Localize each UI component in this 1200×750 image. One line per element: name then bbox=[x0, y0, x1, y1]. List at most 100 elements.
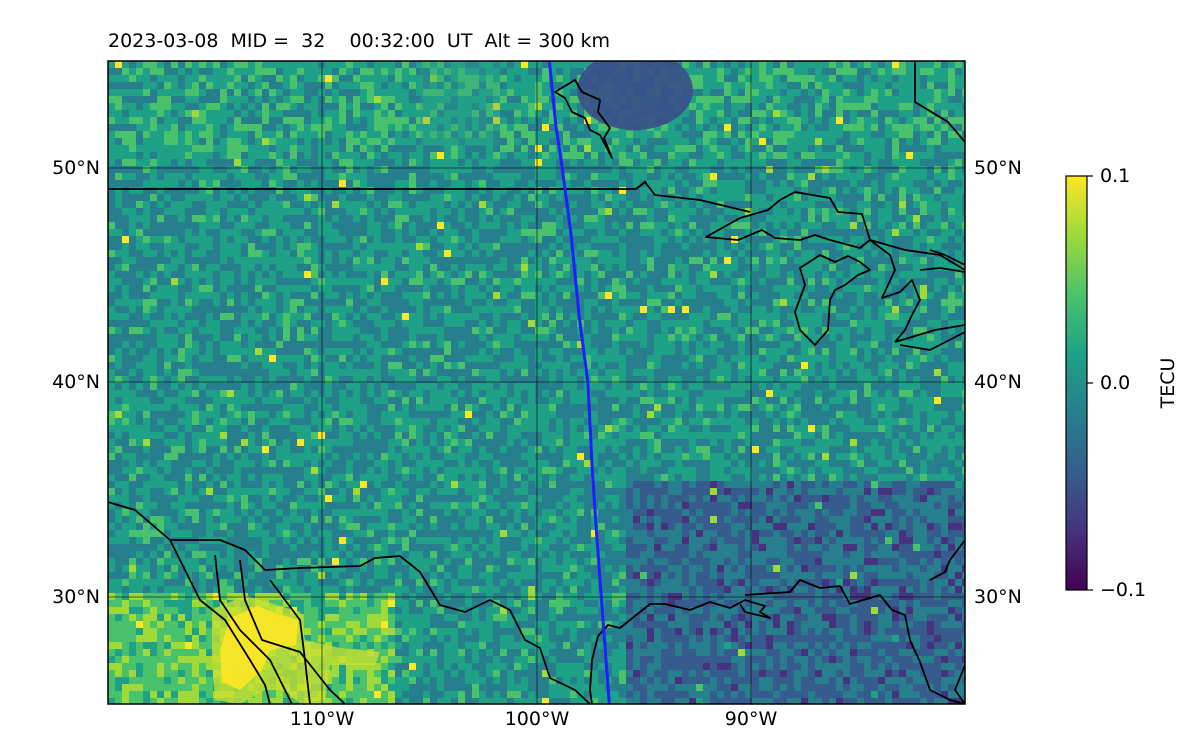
tec-cell bbox=[409, 327, 417, 335]
tec-cell bbox=[626, 173, 634, 181]
tec-cell bbox=[430, 152, 438, 160]
tec-cell bbox=[514, 96, 522, 104]
tec-cell bbox=[878, 159, 886, 167]
tec-cell bbox=[556, 159, 564, 167]
tec-cell bbox=[493, 110, 501, 118]
tec-cell bbox=[367, 306, 375, 314]
tec-cell bbox=[535, 180, 543, 188]
tec-cell bbox=[598, 320, 606, 328]
tec-cell bbox=[899, 320, 907, 328]
tec-cell bbox=[612, 152, 620, 160]
tec-cell bbox=[255, 131, 263, 139]
tec-cell bbox=[122, 68, 130, 76]
tec-cell bbox=[234, 173, 242, 181]
tec-cell bbox=[325, 271, 333, 279]
tec-cell bbox=[934, 208, 942, 216]
tec-cell bbox=[794, 257, 802, 265]
tec-cell bbox=[808, 138, 816, 146]
tec-cell bbox=[255, 159, 263, 167]
tec-cell bbox=[472, 110, 480, 118]
tec-cell bbox=[955, 299, 963, 307]
tec-cell bbox=[948, 117, 956, 125]
tec-cell bbox=[647, 166, 655, 174]
tec-cell bbox=[157, 75, 165, 83]
tec-cell bbox=[500, 82, 508, 90]
tec-cell bbox=[220, 82, 228, 90]
tec-cell bbox=[129, 229, 137, 237]
tec-cell bbox=[493, 131, 501, 139]
tec-cell bbox=[199, 159, 207, 167]
tec-cell bbox=[843, 229, 851, 237]
tec-cell bbox=[199, 180, 207, 188]
tec-cell bbox=[787, 173, 795, 181]
tec-cell bbox=[276, 292, 284, 300]
tec-cell bbox=[759, 187, 767, 195]
tec-cell bbox=[493, 194, 501, 202]
tec-cell bbox=[906, 96, 914, 104]
tec-cell bbox=[752, 75, 760, 83]
tec-cell bbox=[178, 152, 186, 160]
tec-cell bbox=[108, 89, 116, 97]
tec-cell bbox=[913, 257, 921, 265]
tec-cell bbox=[164, 117, 172, 125]
tec-cell bbox=[759, 320, 767, 328]
tec-cell bbox=[724, 96, 732, 104]
tec-cell bbox=[325, 341, 333, 349]
tec-cell bbox=[563, 103, 571, 111]
tec-cell bbox=[136, 75, 144, 83]
tec-cell bbox=[647, 243, 655, 251]
tec-cell bbox=[962, 96, 965, 104]
tec-cell bbox=[962, 180, 965, 188]
tec-cell bbox=[479, 278, 487, 286]
tec-cell bbox=[416, 201, 424, 209]
tec-cell bbox=[920, 110, 928, 118]
tec-cell bbox=[290, 138, 298, 146]
tec-cell bbox=[815, 222, 823, 230]
tec-cell bbox=[731, 117, 739, 125]
tec-cell bbox=[836, 278, 844, 286]
tec-cell bbox=[927, 264, 935, 272]
tec-cell bbox=[696, 152, 704, 160]
tec-cell bbox=[598, 341, 606, 349]
tec-cell bbox=[563, 271, 571, 279]
tec-cell bbox=[115, 306, 123, 314]
tec-cell bbox=[661, 299, 669, 307]
tec-cell bbox=[647, 159, 655, 167]
tec-cell bbox=[780, 334, 788, 342]
tec-cell bbox=[703, 159, 711, 167]
tec-cell bbox=[808, 334, 816, 342]
tec-cell bbox=[668, 208, 676, 216]
tec-cell bbox=[850, 271, 858, 279]
tec-cell bbox=[367, 166, 375, 174]
tec-cell bbox=[605, 271, 613, 279]
tec-cell bbox=[241, 243, 249, 251]
tec-cell bbox=[864, 152, 872, 160]
tec-cell bbox=[892, 215, 900, 223]
tec-cell bbox=[738, 110, 746, 118]
tec-cell bbox=[885, 215, 893, 223]
tec-cell bbox=[220, 180, 228, 188]
tec-cell bbox=[206, 334, 214, 342]
tec-cell bbox=[710, 61, 718, 69]
tec-cell bbox=[843, 236, 851, 244]
tec-cell bbox=[850, 75, 858, 83]
tec-cell bbox=[724, 166, 732, 174]
tec-cell bbox=[822, 187, 830, 195]
tec-cell bbox=[787, 124, 795, 132]
tec-cell bbox=[829, 229, 837, 237]
tec-cell bbox=[556, 68, 564, 76]
tec-cell bbox=[794, 61, 802, 69]
tec-cell bbox=[129, 159, 137, 167]
tec-cell bbox=[353, 285, 361, 293]
tec-cell bbox=[745, 264, 753, 272]
tec-cell bbox=[654, 264, 662, 272]
tec-cell bbox=[808, 327, 816, 335]
tec-cell bbox=[766, 166, 774, 174]
tec-cell bbox=[248, 138, 256, 146]
tec-cell bbox=[325, 117, 333, 125]
tec-cell bbox=[185, 264, 193, 272]
tec-cell bbox=[794, 173, 802, 181]
tec-cell bbox=[549, 75, 557, 83]
tec-cell bbox=[633, 159, 641, 167]
tec-cell bbox=[780, 201, 788, 209]
